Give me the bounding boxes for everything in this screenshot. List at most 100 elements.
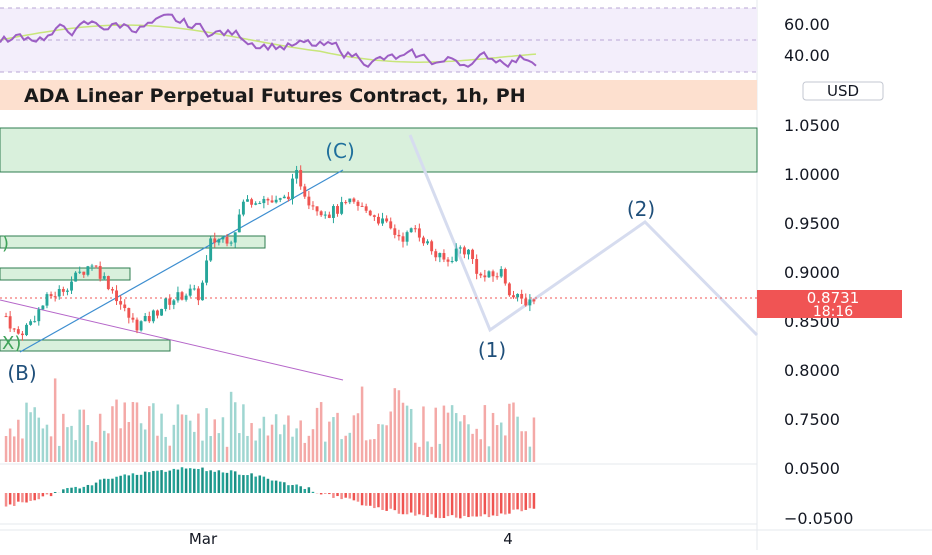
macd-bar	[33, 493, 35, 500]
macd-bar	[218, 470, 220, 493]
volume-bar	[238, 433, 240, 462]
candle-body	[496, 276, 499, 277]
macd-bar	[336, 493, 338, 496]
candle-body	[303, 186, 306, 196]
support-box-2[interactable]	[0, 268, 130, 280]
macd-bar	[525, 493, 527, 510]
candle-body	[37, 309, 40, 321]
volume-bar	[516, 417, 518, 462]
macd-bar	[291, 485, 293, 493]
volume-bar	[66, 427, 68, 462]
macd-bar	[50, 493, 52, 496]
candle-body	[524, 299, 527, 306]
macd-bar	[508, 493, 510, 514]
macd-bar	[422, 493, 424, 515]
volume-bar	[381, 424, 383, 462]
volume-bar	[173, 425, 175, 462]
candle-body	[209, 238, 212, 260]
candle-body	[144, 316, 147, 321]
macd-bar	[516, 493, 518, 509]
volume-bar	[504, 435, 506, 462]
macd-bar	[259, 475, 261, 493]
macd-bar	[480, 493, 482, 516]
support-box-1[interactable]	[0, 236, 265, 248]
candle-body	[164, 299, 167, 309]
volume-bar	[402, 403, 404, 462]
volume-bar	[344, 436, 346, 462]
candle-body	[463, 247, 466, 254]
candle-body	[483, 275, 486, 277]
macd-bar	[418, 493, 420, 514]
volume-bar	[492, 413, 494, 462]
volume-bar	[340, 439, 342, 462]
candle-body	[397, 235, 400, 236]
macd-bar	[177, 470, 179, 493]
macd-bar	[275, 481, 277, 493]
macd-bar	[373, 493, 375, 508]
volume-bar	[226, 447, 228, 462]
volume-bar	[128, 422, 130, 462]
price-tick: 0.8000	[784, 361, 840, 380]
candle-body	[250, 199, 253, 204]
volume-bar	[83, 410, 85, 462]
volume-bar	[205, 408, 207, 462]
price-tick: 1.0500	[784, 116, 840, 135]
resistance-zone[interactable]	[0, 128, 757, 172]
wave-label-fragment-1: )	[2, 233, 9, 254]
macd-bar	[533, 493, 535, 509]
macd-bar	[99, 480, 101, 493]
macd-bar	[78, 488, 80, 493]
chart-title-bar[interactable]: ADA Linear Perpetual Futures Contract, 1…	[0, 80, 757, 110]
candle-body	[533, 299, 536, 301]
volume-bar	[209, 436, 211, 462]
volume-bar	[410, 409, 412, 462]
volume-bar	[475, 429, 477, 462]
macd-bar	[267, 479, 269, 493]
volume-bar	[132, 402, 134, 462]
volume-bar	[13, 436, 15, 462]
candle-body	[381, 218, 384, 223]
macd-bar	[185, 469, 187, 493]
volume-bar	[439, 444, 441, 462]
macd-bar	[512, 493, 514, 510]
volume-bar	[406, 406, 408, 462]
candle-body	[29, 321, 32, 325]
volume-bar	[111, 406, 113, 462]
currency-selector[interactable]: USD	[803, 82, 883, 100]
volume-bar	[271, 425, 273, 462]
candle-body	[58, 289, 61, 296]
candle-body	[389, 221, 392, 228]
candle-body	[136, 320, 139, 331]
macd-bar	[287, 485, 289, 493]
volume-bar	[144, 429, 146, 462]
volume-bar	[164, 437, 166, 462]
macd-bar	[332, 493, 334, 498]
macd-bar	[181, 467, 183, 493]
macd-bar	[271, 481, 273, 493]
volume-bar	[91, 441, 93, 462]
volume-bar	[218, 433, 220, 462]
macd-bar	[42, 493, 44, 496]
volume-bar	[361, 387, 363, 462]
countdown-timer: 18:16	[813, 304, 853, 320]
macd-bar	[246, 475, 248, 493]
candle-body	[430, 241, 433, 251]
candle-body	[205, 261, 208, 283]
volume-bar	[70, 426, 72, 462]
price-tick: 0.9000	[784, 263, 840, 282]
volume-bar	[369, 439, 371, 462]
volume-bar	[74, 440, 76, 462]
candle-body	[217, 239, 220, 242]
volume-bar	[259, 428, 261, 462]
macd-bar	[406, 493, 408, 514]
candle-body	[33, 321, 36, 322]
rsi-panel	[0, 8, 757, 72]
wave-label-b: (B)	[7, 361, 36, 385]
candle-body	[352, 199, 355, 202]
volume-bar	[181, 414, 183, 462]
candle-body	[357, 202, 360, 206]
volume-bar	[9, 429, 11, 462]
macd-bar	[377, 493, 379, 507]
